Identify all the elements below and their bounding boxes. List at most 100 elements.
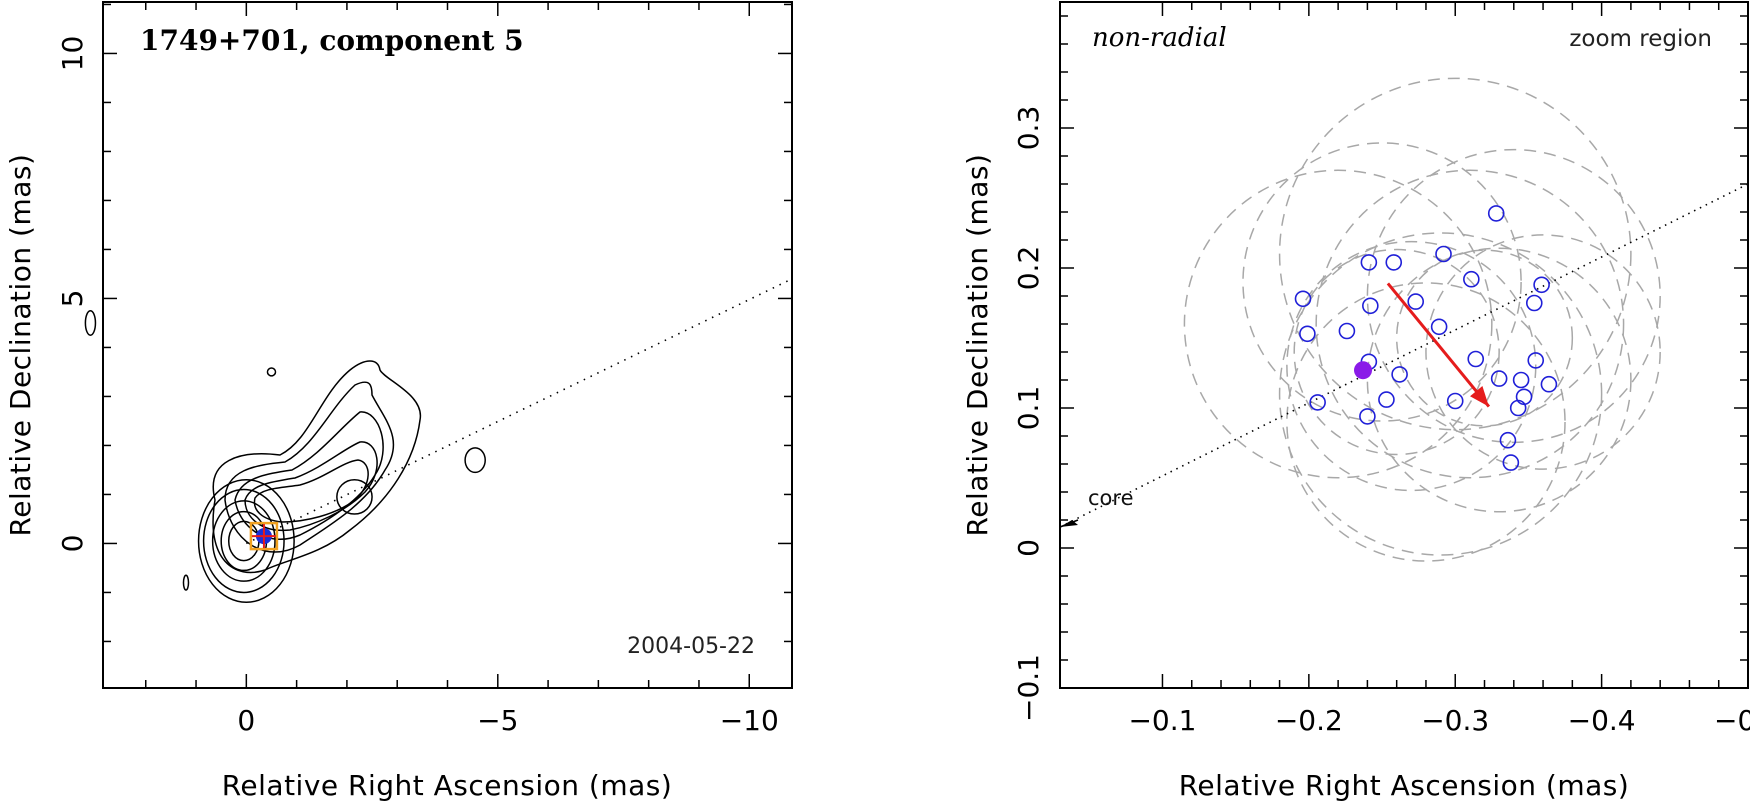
error-circle — [1315, 169, 1625, 479]
contour-jet-4 — [244, 441, 378, 532]
position-marker — [1407, 293, 1425, 310]
position-marker — [1499, 431, 1517, 449]
x-tick-label: −0.4 — [1568, 704, 1636, 737]
position-marker — [1385, 254, 1403, 271]
contour-jet-5 — [253, 459, 369, 523]
jet-axis-line — [1059, 183, 1749, 528]
right-ticks — [1060, 2, 1749, 689]
contour — [227, 520, 260, 562]
mean-position-marker — [1354, 361, 1373, 380]
x-tick-label: −5 — [477, 704, 518, 737]
right-y-axis-label: Relative Declination (mas) — [961, 154, 994, 537]
right-region-label: zoom region — [1569, 26, 1712, 52]
position-marker — [1525, 294, 1543, 312]
error-circle — [1293, 248, 1500, 456]
core-box — [249, 521, 279, 551]
contour — [197, 479, 295, 603]
error-circle — [1425, 234, 1661, 470]
position-marker — [1467, 350, 1485, 368]
right-frame — [1059, 1, 1749, 689]
position-marker — [1540, 375, 1558, 393]
y-tick-label: 0 — [1012, 539, 1045, 557]
position-marker — [1490, 370, 1508, 387]
left-y-axis-label: Relative Declination (mas) — [4, 154, 37, 537]
left-x-axis-label: Relative Right Ascension (mas) — [222, 769, 673, 802]
x-tick-label: −0.3 — [1421, 704, 1489, 737]
position-marker — [1512, 371, 1530, 389]
position-marker — [1446, 392, 1464, 410]
error-circle — [1183, 169, 1493, 479]
x-tick-label: −0.2 — [1275, 704, 1343, 737]
position-marker — [1378, 391, 1395, 408]
contour-jet-3 — [234, 411, 384, 540]
x-tick-label: 0 — [237, 704, 255, 737]
left-x-tick-labels: 0 −5 −10 — [237, 704, 778, 737]
left-jet-contours — [212, 360, 421, 574]
contour-outer-jet — [212, 360, 421, 574]
contour — [211, 500, 276, 582]
position-marker — [1338, 322, 1356, 340]
left-date-label: 2004-05-22 — [627, 634, 755, 659]
contour — [182, 574, 190, 591]
left-panel: 0 −5 −10 0 5 10 1749+701, component 5 2004-0… — [4, 1, 793, 802]
y-tick-label: 5 — [56, 290, 89, 308]
contour — [336, 479, 373, 515]
error-circle — [1286, 282, 1566, 562]
error-circle — [1395, 249, 1574, 427]
error-circle — [1286, 240, 1537, 492]
left-ticks — [103, 2, 792, 688]
error-circle — [1278, 77, 1632, 431]
position-marker — [1487, 205, 1505, 222]
error-circle — [1366, 247, 1632, 513]
right-core-label: core — [1088, 486, 1134, 510]
contour — [464, 447, 486, 474]
position-marker — [1502, 454, 1520, 471]
right-position-markers — [1294, 205, 1558, 471]
position-marker — [1533, 276, 1550, 294]
y-tick-label: −0.1 — [1012, 654, 1045, 722]
contour — [202, 488, 285, 594]
left-frame — [102, 1, 793, 689]
right-x-axis-label: Relative Right Ascension (mas) — [1179, 769, 1630, 802]
y-tick-label: 0 — [56, 535, 89, 553]
motion-arrow-line — [1386, 282, 1491, 408]
x-tick-label: −0.1 — [1128, 704, 1196, 737]
error-circle — [1278, 232, 1603, 556]
right-mean-marker — [1354, 361, 1373, 380]
x-tick-label: −0.5 — [1714, 704, 1750, 737]
left-y-tick-labels: 0 5 10 — [56, 36, 89, 553]
y-tick-label: 10 — [56, 36, 89, 72]
core-direction-stroke — [1059, 519, 1079, 528]
jet-axis-line — [245, 278, 793, 545]
y-tick-label: 0.1 — [1012, 386, 1045, 431]
right-jet-axis — [1059, 183, 1749, 528]
position-marker — [1515, 388, 1533, 406]
position-marker — [1309, 394, 1326, 411]
x-tick-label: −10 — [720, 704, 779, 737]
right-error-circles — [1183, 77, 1661, 562]
error-circle — [1242, 142, 1522, 422]
right-y-tick-labels: −0.1 0 0.1 0.2 0.3 — [1012, 106, 1045, 722]
position-marker — [1430, 318, 1448, 336]
y-tick-label: 0.2 — [1012, 246, 1045, 291]
contour — [84, 309, 97, 336]
position-marker — [1299, 325, 1316, 343]
position-marker — [1362, 297, 1379, 315]
contour — [266, 367, 277, 377]
position-marker — [1391, 366, 1408, 383]
left-core-marker — [249, 521, 279, 551]
position-marker — [1294, 290, 1312, 308]
position-marker — [1359, 408, 1376, 425]
error-circle — [1366, 148, 1661, 444]
right-panel-label: non-radial — [1092, 23, 1227, 53]
left-jet-axis — [245, 278, 793, 545]
right-x-tick-labels: −0.1 −0.2 −0.3 −0.4 −0.5 — [1128, 704, 1750, 737]
right-motion-arrow — [1386, 282, 1491, 408]
position-marker — [1509, 399, 1527, 417]
position-marker — [1463, 270, 1480, 288]
left-contours — [84, 309, 486, 603]
y-tick-label: 0.3 — [1012, 106, 1045, 151]
position-marker — [1435, 245, 1452, 263]
right-panel: −0.1 −0.2 −0.3 −0.4 −0.5 −0.1 0 0.1 0.2 0.3 non-… — [961, 1, 1750, 802]
